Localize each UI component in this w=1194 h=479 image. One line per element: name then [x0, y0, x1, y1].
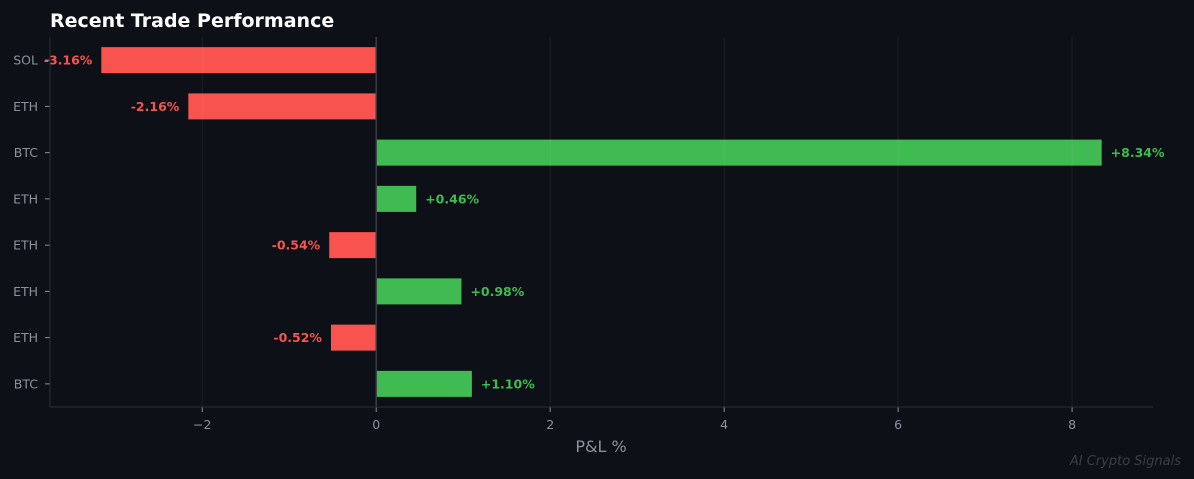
x-tick-label: 2 — [546, 417, 554, 432]
y-tick-label: ETH — [13, 238, 38, 253]
bar — [329, 232, 377, 259]
data-label: -0.52% — [273, 330, 322, 345]
y-tick-label: ETH — [13, 99, 38, 114]
bar — [376, 185, 417, 212]
x-tick-label: 0 — [372, 417, 380, 432]
x-tick-label: 4 — [720, 417, 728, 432]
x-axis-label: P&L % — [575, 437, 626, 456]
x-tick-label: −2 — [193, 417, 211, 432]
data-label: +0.98% — [470, 284, 524, 299]
data-label: +0.46% — [425, 191, 479, 206]
data-label: -2.16% — [131, 99, 180, 114]
y-tick-label: ETH — [13, 284, 38, 299]
x-tick-label: 8 — [1068, 417, 1076, 432]
chart-title: Recent Trade Performance — [50, 10, 334, 32]
bar — [376, 139, 1102, 166]
y-tick-label: BTC — [14, 376, 38, 391]
bar — [101, 47, 377, 74]
data-label: -0.54% — [272, 238, 321, 253]
data-label: -3.16% — [44, 53, 93, 68]
y-tick-label: SOL — [13, 53, 38, 68]
y-tick-label: ETH — [13, 191, 38, 206]
bar — [376, 370, 472, 397]
bar — [376, 278, 462, 305]
x-tick-label: 6 — [894, 417, 902, 432]
y-tick-label: ETH — [13, 330, 38, 345]
data-label: +8.34% — [1111, 145, 1165, 160]
bar — [330, 324, 377, 351]
watermark: AI Crypto Signals — [1069, 454, 1181, 469]
bar — [188, 93, 377, 120]
y-tick-label: BTC — [14, 145, 38, 160]
data-label: +1.10% — [481, 376, 535, 391]
